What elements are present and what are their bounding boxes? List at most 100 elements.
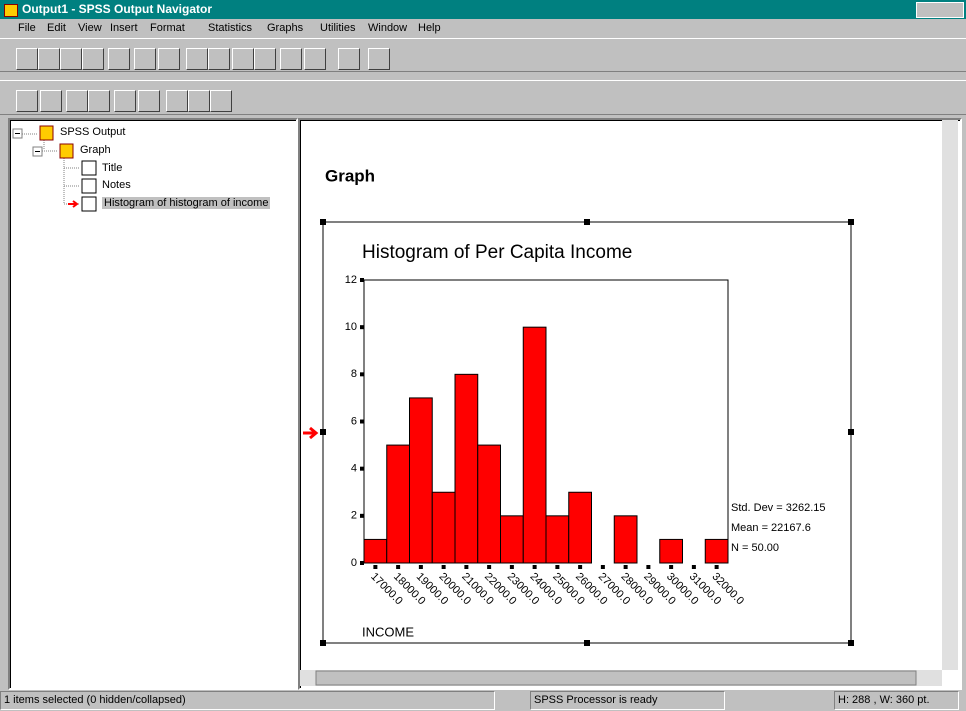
heading: Graph	[325, 166, 375, 185]
y-tick	[360, 278, 364, 282]
x-tick	[555, 565, 560, 569]
toolbar-button	[254, 48, 276, 70]
y-tick-label: 12	[345, 274, 357, 286]
scroll-thumb[interactable]	[315, 670, 917, 686]
toolbar	[0, 38, 966, 72]
tree-item: Notes	[102, 179, 131, 191]
menu-item[interactable]: Statistics	[208, 22, 253, 34]
menu-item[interactable]: Format	[150, 22, 185, 34]
toolbar-button	[108, 48, 130, 70]
bar	[363, 538, 388, 564]
menu-item[interactable]: Window	[368, 22, 408, 34]
bar	[386, 444, 410, 564]
menu-item[interactable]: View	[78, 22, 102, 34]
tree-item: Title	[102, 162, 123, 174]
toolbar-button	[158, 48, 180, 70]
bar	[454, 373, 479, 564]
resize-handle	[848, 429, 854, 435]
x-tick	[600, 565, 605, 569]
y-tick-label: 8	[351, 368, 357, 380]
status-text: 1 items selected (0 hidden/collapsed)	[0, 691, 495, 710]
y-tick	[360, 513, 364, 518]
x-tick	[464, 565, 469, 569]
toolbar-button	[60, 48, 82, 70]
toolbar-button	[138, 90, 160, 112]
menu-item[interactable]: File	[18, 22, 36, 34]
toolbar-button	[338, 48, 360, 70]
y-tick	[360, 419, 364, 424]
toolbar-button	[40, 90, 62, 112]
x-tick	[714, 565, 719, 569]
x-tick	[373, 565, 378, 569]
toolbar-button	[16, 48, 38, 70]
toolbar-button	[38, 48, 60, 70]
menu-item[interactable]: Insert	[110, 22, 138, 34]
bar	[545, 515, 570, 564]
y-tick	[360, 466, 364, 471]
toolbar-button	[88, 90, 110, 112]
y-tick	[360, 372, 364, 377]
toolbar-button	[82, 48, 104, 70]
y-tick-label: 6	[351, 415, 357, 427]
menu-item[interactable]: Utilities	[320, 22, 356, 34]
menu-item[interactable]: Graphs	[267, 22, 304, 34]
selection-arrow	[303, 426, 319, 440]
x-axis-label: INCOME	[362, 624, 414, 639]
y-tick-label: 10	[345, 321, 357, 333]
annotation: Std. Dev = 3262.15	[731, 502, 825, 514]
chart: Graph Histogram of Per Capita Income INC…	[300, 120, 958, 686]
toolbar	[0, 80, 966, 115]
x-tick	[691, 565, 696, 569]
bar	[522, 326, 547, 564]
tree-lines	[12, 125, 97, 212]
menu-item[interactable]: Help	[418, 22, 441, 34]
x-tick	[669, 565, 674, 569]
menu-item[interactable]: Edit	[47, 22, 66, 34]
toolbar-button	[304, 48, 326, 70]
resize-handle	[584, 219, 590, 225]
app-icon	[4, 4, 18, 17]
status-text: SPSS Processor is ready	[530, 691, 725, 710]
annotation: N = 50.00	[731, 542, 779, 554]
x-tick	[441, 565, 446, 569]
resize-handle	[320, 640, 326, 646]
y-tick	[360, 325, 364, 330]
bar	[659, 538, 683, 564]
x-tick	[646, 565, 651, 569]
toolbar-button	[368, 48, 390, 70]
resize-handle	[584, 640, 590, 646]
toolbar-button	[114, 90, 136, 112]
x-tick	[578, 565, 583, 569]
toolbar-button	[66, 90, 88, 112]
x-tick	[623, 565, 628, 569]
resize-handle	[848, 640, 854, 646]
x-tick	[532, 565, 537, 569]
status-text: H: 288 , W: 360 pt.	[834, 691, 959, 710]
resize-handle	[320, 429, 326, 435]
y-tick-label: 4	[351, 463, 357, 475]
resize-handle	[848, 219, 854, 225]
bar	[500, 515, 524, 564]
toolbar-button	[188, 90, 210, 112]
window-title: Output1 - SPSS Output Navigator	[22, 2, 213, 16]
tree-item: Histogram of histogram of income	[102, 197, 271, 209]
annotation: Mean = 22167.6	[731, 522, 811, 534]
x-tick	[418, 565, 423, 569]
bar	[477, 444, 501, 564]
toolbar-button	[232, 48, 254, 70]
toolbar-button	[16, 90, 38, 112]
v-scrollbar[interactable]	[942, 120, 958, 670]
tree-item: Graph	[80, 144, 111, 156]
tree-item: SPSS Output	[60, 126, 126, 138]
bar	[409, 397, 433, 564]
toolbar-button	[134, 48, 156, 70]
y-tick-label: 0	[351, 557, 357, 569]
window-controls[interactable]	[916, 2, 964, 18]
chart-title: Histogram of Per Capita Income	[362, 242, 632, 263]
toolbar-button	[280, 48, 302, 70]
x-tick	[396, 565, 401, 569]
bar	[704, 538, 729, 564]
toolbar-button	[166, 90, 188, 112]
bar	[431, 491, 456, 564]
title-bar: Output1 - SPSS Output Navigator	[0, 0, 966, 19]
